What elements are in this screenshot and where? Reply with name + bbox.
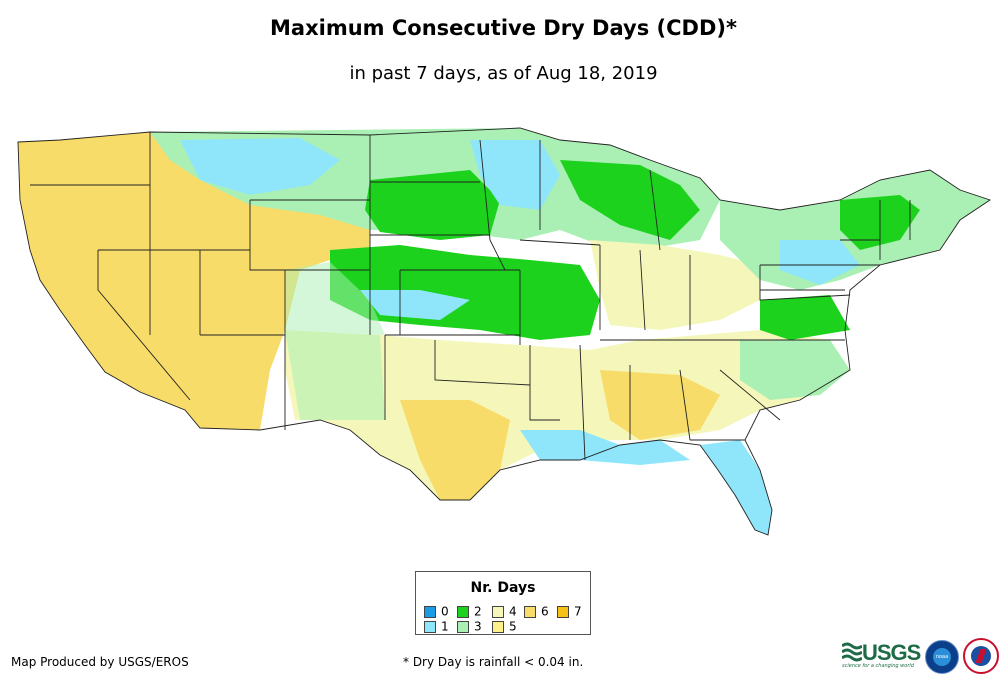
- region-pa-ny-blue: [780, 240, 860, 285]
- lightning-icon: [975, 649, 987, 663]
- legend: Nr. Days 0 1 2 3 4 5 6 7: [415, 571, 591, 635]
- legend-item-7: 7: [557, 605, 582, 618]
- map-title: Maximum Consecutive Dry Days (CDD)*: [270, 16, 737, 40]
- legend-swatch-4: [492, 605, 504, 618]
- region-carolinas-green: [740, 340, 850, 400]
- legend-swatch-3: [457, 620, 469, 633]
- region-wi-mi-green: [560, 160, 700, 240]
- map-subtitle: in past 7 days, as of Aug 18, 2019: [349, 63, 658, 84]
- legend-item-3: 3: [457, 620, 482, 633]
- usgs-logo-text: USGS: [862, 640, 921, 665]
- region-kansas-light-blue: [360, 290, 470, 320]
- legend-item-1: 1: [424, 620, 449, 633]
- legend-title: Nr. Days: [470, 580, 536, 596]
- cdd-map: [17, 127, 992, 536]
- region-colorado-light: [285, 262, 385, 335]
- legend-item-5: 5: [492, 620, 517, 633]
- nws-logo-inner: [971, 646, 991, 666]
- legend-item-4: 4: [492, 605, 517, 618]
- region-mn-light-blue: [470, 140, 560, 210]
- region-texas-6: [400, 400, 510, 500]
- us-outline: [17, 127, 992, 536]
- region-montana-light-blue: [180, 138, 340, 195]
- legend-item-0: 0: [424, 605, 449, 618]
- noaa-logo-text: noaa: [933, 648, 951, 666]
- noaa-logo: noaa: [925, 640, 959, 674]
- map-credit: Map Produced by USGS/EROS: [11, 655, 189, 669]
- region-newmexico-light: [285, 330, 385, 420]
- legend-swatch-2: [457, 605, 469, 618]
- usgs-logo: USGS science for a changing world: [842, 640, 921, 672]
- legend-swatch-1: [424, 620, 436, 633]
- usgs-tagline: science for a changing world: [842, 663, 914, 669]
- region-va-green: [760, 295, 850, 340]
- region-midwest-light: [590, 240, 760, 330]
- usgs-wave-icon: [842, 642, 862, 662]
- region-gulf-blue: [520, 430, 690, 465]
- legend-swatch-5: [492, 620, 504, 633]
- nws-logo: [963, 638, 999, 674]
- legend-swatch-0: [424, 605, 436, 618]
- legend-item-2: 2: [457, 605, 482, 618]
- legend-swatch-6: [524, 605, 536, 618]
- region-florida: [700, 440, 772, 535]
- dry-day-note: * Dry Day is rainfall < 0.04 in.: [403, 655, 584, 669]
- region-dakotas-green: [365, 170, 500, 240]
- legend-swatch-7: [557, 605, 569, 618]
- legend-item-6: 6: [524, 605, 549, 618]
